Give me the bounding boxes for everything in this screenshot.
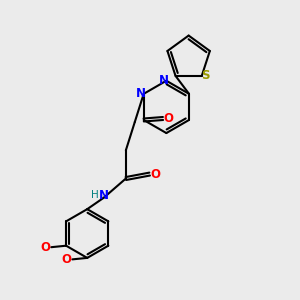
Text: S: S: [201, 69, 210, 82]
Text: O: O: [40, 241, 50, 254]
Text: N: N: [136, 87, 146, 100]
Text: O: O: [61, 253, 71, 266]
Text: O: O: [164, 112, 173, 125]
Text: O: O: [151, 168, 160, 181]
Text: N: N: [99, 189, 109, 202]
Text: N: N: [159, 74, 169, 87]
Text: H: H: [92, 190, 99, 200]
